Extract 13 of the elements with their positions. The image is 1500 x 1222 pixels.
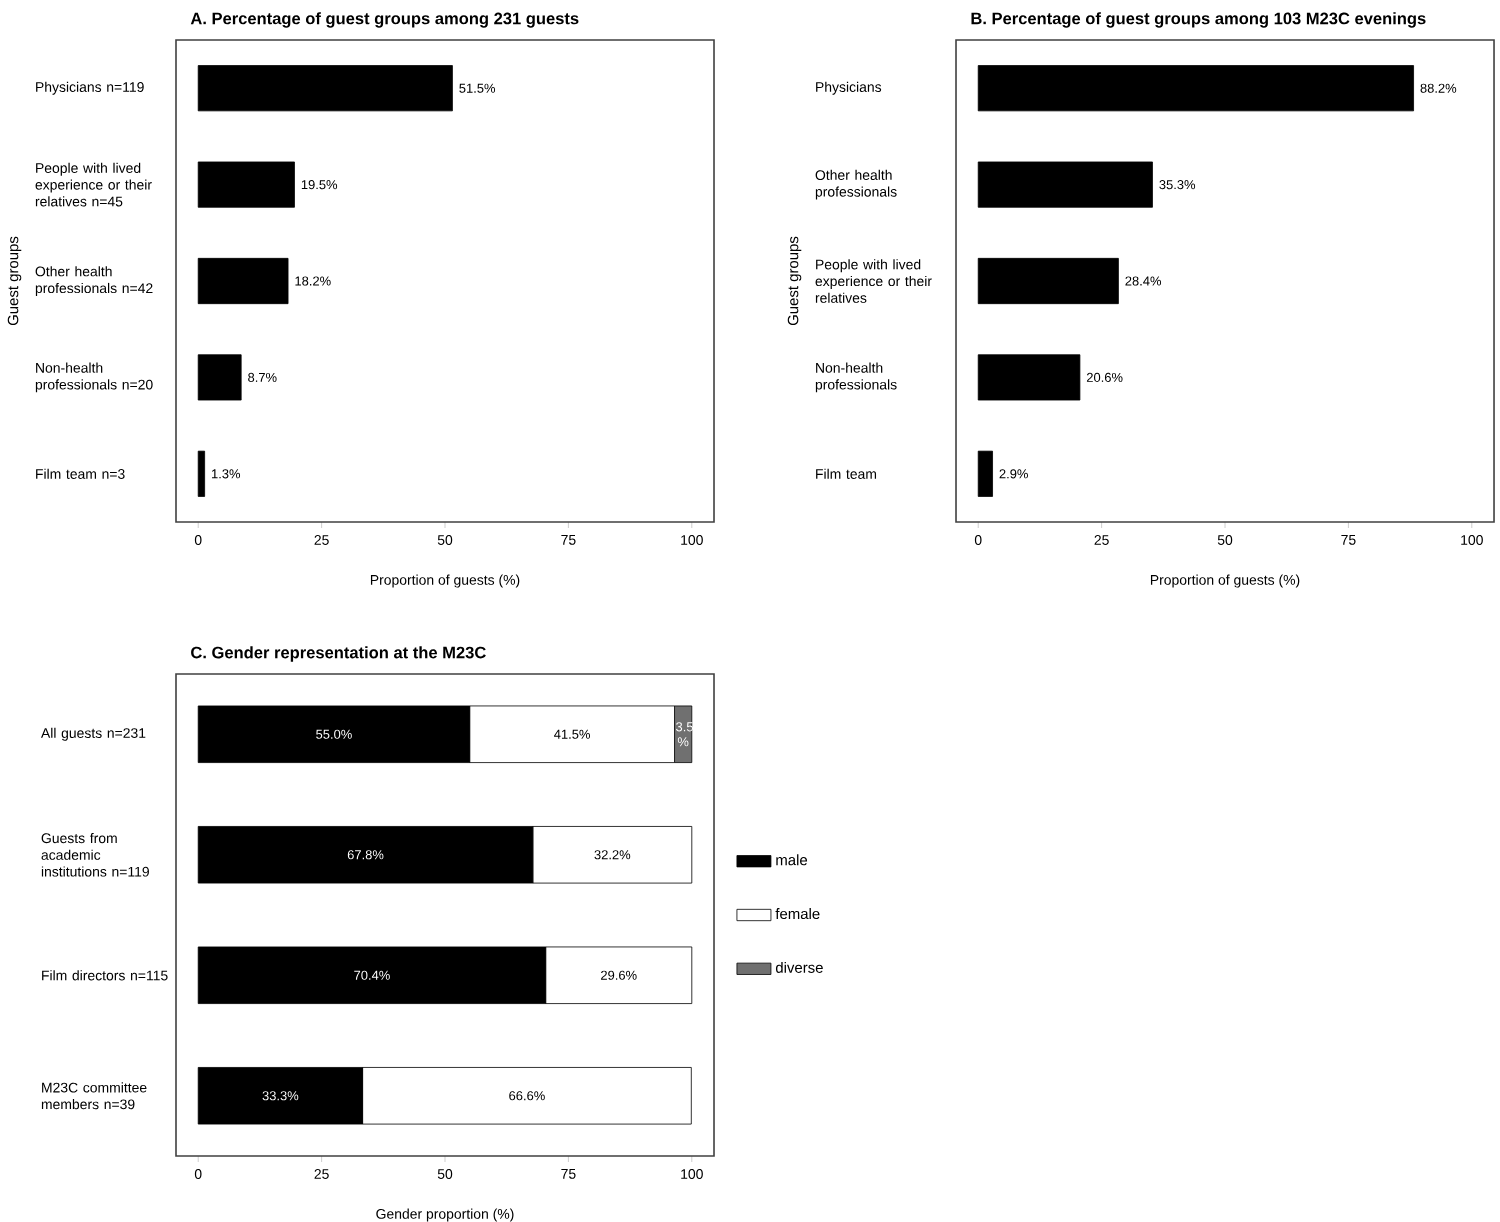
bar	[977, 257, 1119, 305]
bar	[197, 65, 453, 112]
chart-title: C. Gender representation at the M23C	[191, 646, 486, 662]
bar	[197, 354, 242, 401]
bar	[197, 161, 295, 208]
bar	[197, 257, 289, 305]
chart-title: B. Percentage of guest groups among 103 M23C evenings	[971, 12, 1426, 28]
bar	[977, 450, 993, 497]
bar	[977, 65, 1414, 112]
bar	[977, 161, 1153, 208]
bar	[977, 354, 1081, 401]
bar	[197, 450, 206, 497]
chart-title: A. Percentage of guest groups among 231 guests	[190, 12, 579, 28]
